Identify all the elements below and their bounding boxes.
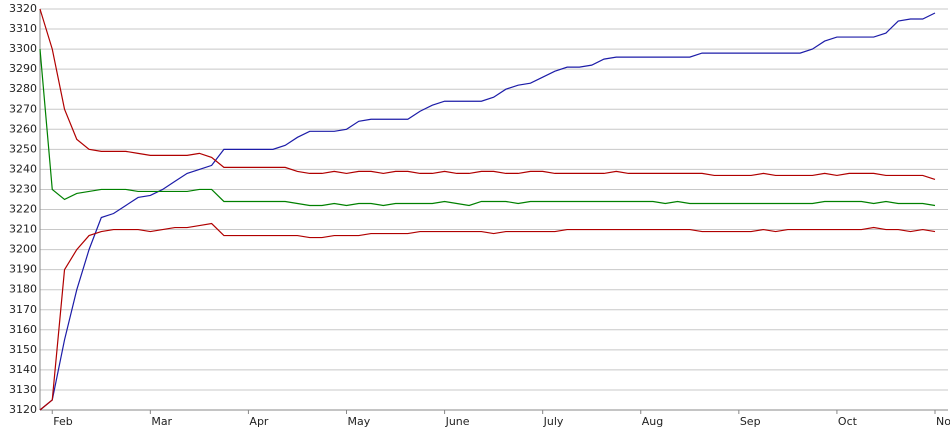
y-tick-label: 3280 [9,82,37,95]
series-line [39,12,936,411]
y-tick-label: 3270 [9,102,37,115]
series-line [39,222,936,411]
y-tick-label: 3290 [9,62,37,75]
y-tick-label: 3180 [9,283,37,296]
x-tick-label: Apr [249,415,269,428]
y-tick-label: 3140 [9,363,37,376]
x-tick-label: Sep [740,415,761,428]
x-tick-label: Oct [838,415,858,428]
y-tick-label: 3240 [9,162,37,175]
x-tick-label: Feb [53,415,72,428]
x-tick-label: June [445,415,470,428]
y-tick-label: 3190 [9,263,37,276]
series-line [39,49,936,207]
series-line [39,8,936,180]
y-tick-label: 3120 [9,403,37,416]
x-tick-label: No [936,415,950,428]
x-tick-label: July [543,415,564,428]
y-tick-label: 3210 [9,223,37,236]
y-tick-label: 3250 [9,142,37,155]
x-tick-label: Mar [151,415,172,428]
y-tick-label: 3170 [9,303,37,316]
y-tick-label: 3200 [9,243,37,256]
y-tick-label: 3220 [9,203,37,216]
y-tick-label: 3150 [9,343,37,356]
y-tick-label: 3310 [9,22,37,35]
y-tick-label: 3300 [9,42,37,55]
y-tick-label: 3320 [9,2,37,15]
x-tick-label: May [348,415,371,428]
y-tick-label: 3160 [9,323,37,336]
x-tick-label: Aug [642,415,663,428]
y-tick-label: 3260 [9,122,37,135]
y-tick-label: 3230 [9,182,37,195]
y-tick-label: 3130 [9,383,37,396]
